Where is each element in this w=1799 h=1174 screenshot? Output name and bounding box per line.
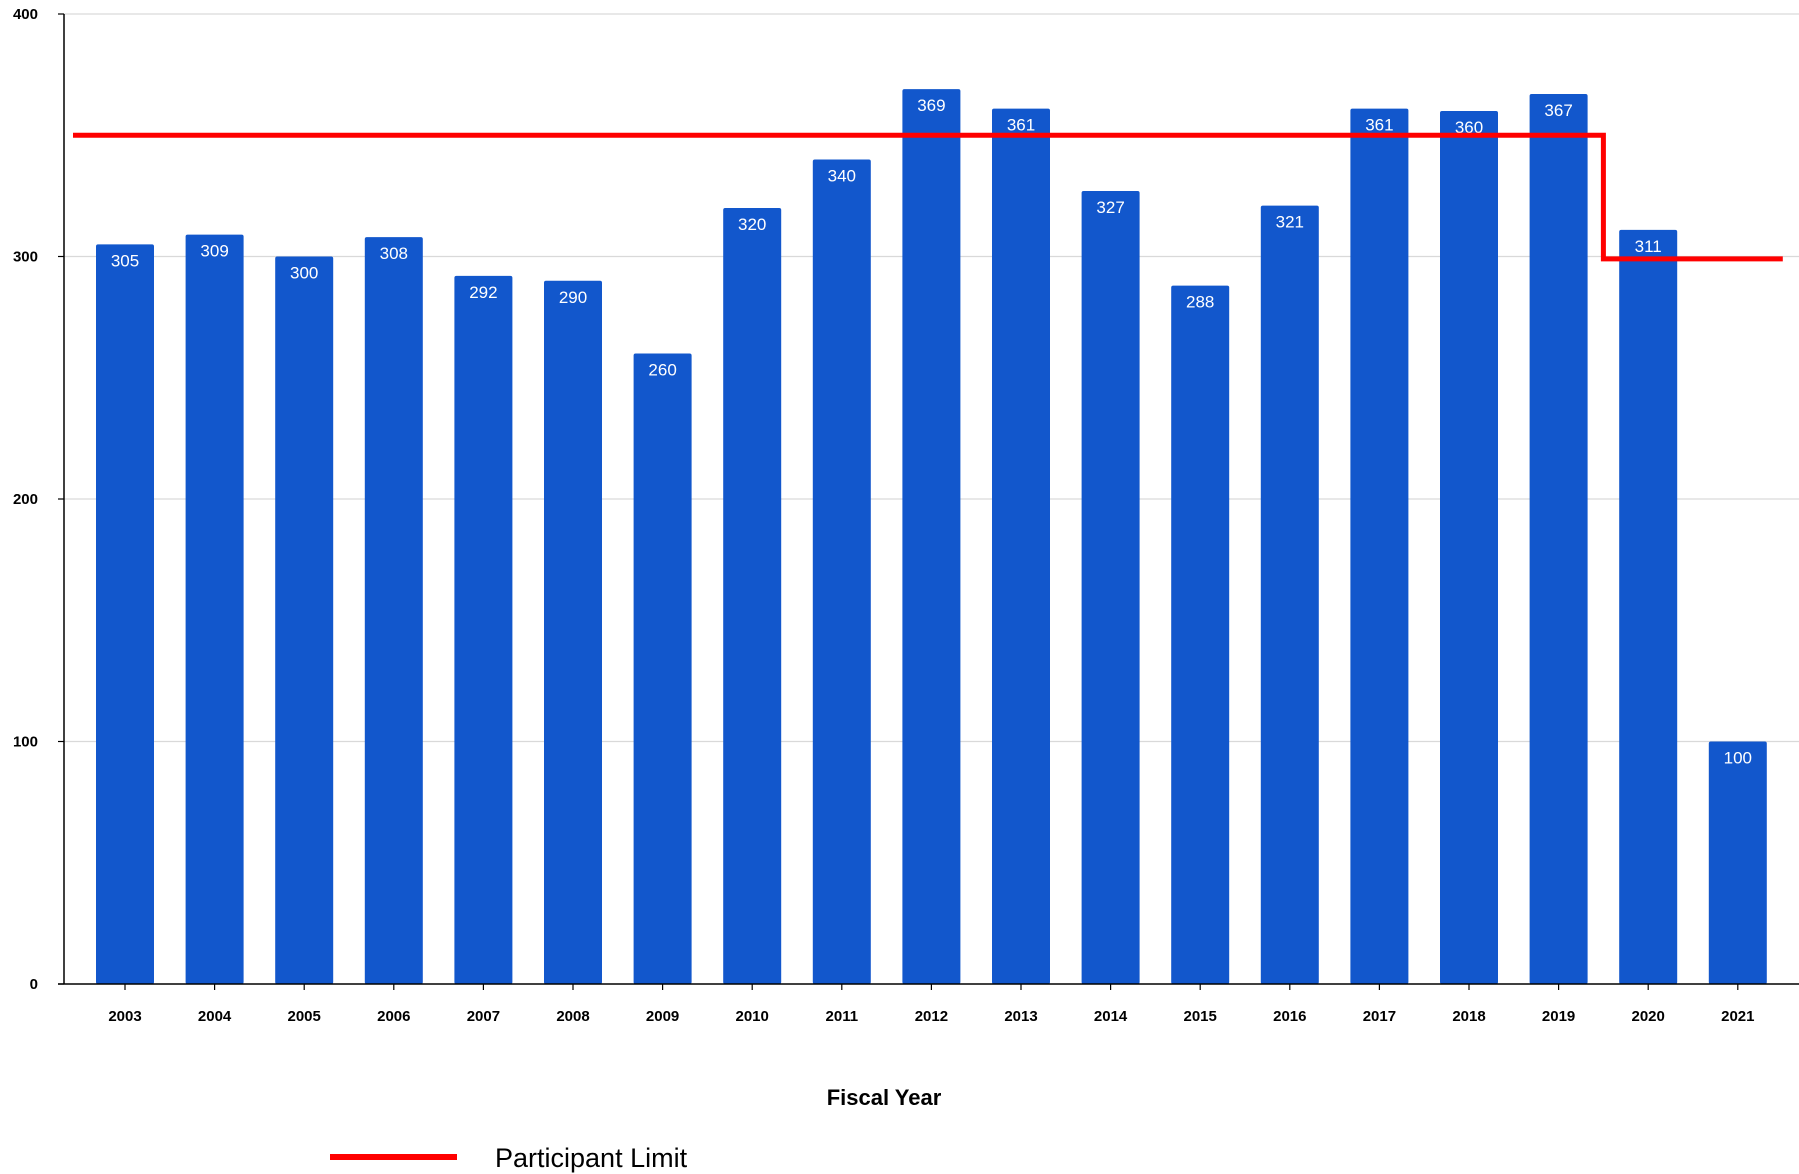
x-tick-label: 2020	[1632, 1008, 1665, 1025]
bar-value-label: 305	[111, 251, 139, 270]
x-tick-label: 2003	[108, 1008, 141, 1025]
bar	[1619, 229, 1678, 984]
bar	[633, 353, 692, 984]
bar	[812, 159, 871, 984]
bar-value-label: 361	[1007, 116, 1035, 135]
x-axis: 2003 2004 2005 2006 2007 2008 2009 2010 2011 2012…	[58, 983, 1799, 1025]
y-tick-label: 100	[13, 734, 38, 751]
x-tick-label: 2004	[198, 1008, 232, 1025]
bar-value-label: 309	[200, 242, 228, 261]
bar-value-label: 290	[559, 288, 587, 307]
y-tick-label: 0	[30, 976, 38, 993]
legend: Participant Limit	[330, 1143, 688, 1173]
bar	[723, 208, 782, 984]
bar	[275, 256, 334, 984]
bar	[1529, 94, 1588, 984]
legend-label-participant-limit: Participant Limit	[495, 1143, 688, 1173]
x-axis-title: Fiscal Year	[827, 1085, 942, 1110]
y-axis: 0 100 200 300 400	[13, 6, 65, 993]
x-tick-label: 2012	[915, 1008, 948, 1025]
bar-value-label: 340	[828, 167, 856, 186]
participant-limit-line	[73, 132, 1783, 262]
bar	[364, 237, 423, 985]
bar-value-label: 292	[469, 283, 497, 302]
bar	[544, 280, 602, 984]
bar	[1171, 285, 1230, 985]
y-tick-label: 400	[13, 6, 38, 23]
bar	[185, 234, 244, 985]
bar-value-label: 320	[738, 215, 766, 234]
bar-value-label: 321	[1276, 213, 1304, 232]
bar-value-label: 361	[1365, 116, 1393, 135]
bar-value-label: 360	[1455, 118, 1483, 137]
bar-value-label: 327	[1096, 198, 1124, 217]
x-tick-label: 2014	[1094, 1008, 1128, 1025]
x-tick-label: 2018	[1452, 1008, 1485, 1025]
x-tick-label: 2009	[646, 1008, 679, 1025]
bar-value-label: 288	[1186, 293, 1214, 312]
bar	[1440, 111, 1498, 984]
bar	[96, 244, 154, 984]
x-tick-label: 2015	[1184, 1008, 1217, 1025]
x-tick-label: 2005	[288, 1008, 321, 1025]
bar	[1350, 108, 1409, 984]
bar-value-label: 100	[1724, 749, 1752, 768]
bars: 305 309 300 308 292 290 260 320 340 369 361 327 288 3…	[96, 89, 1767, 985]
bar	[1708, 741, 1767, 984]
bar	[992, 108, 1050, 984]
x-tick-label: 2006	[377, 1008, 410, 1025]
y-tick-label: 300	[13, 249, 38, 266]
x-tick-label: 2010	[736, 1008, 769, 1025]
x-tick-label: 2019	[1542, 1008, 1575, 1025]
bar	[1081, 191, 1140, 984]
bar	[454, 275, 513, 984]
bar-value-label: 300	[290, 264, 318, 283]
x-tick-label: 2021	[1721, 1008, 1754, 1025]
y-tick-label: 200	[13, 491, 38, 508]
participant-limit-polyline	[73, 132, 1783, 262]
x-tick-label: 2011	[826, 1008, 859, 1025]
x-tick-label: 2016	[1273, 1008, 1306, 1025]
bar	[902, 89, 961, 985]
bar-value-label: 311	[1635, 237, 1662, 256]
bar-value-label: 260	[648, 361, 676, 380]
x-tick-label: 2007	[467, 1008, 500, 1025]
bar-value-label: 369	[917, 96, 945, 115]
x-tick-label: 2008	[556, 1008, 589, 1025]
x-tick-label: 2013	[1004, 1008, 1037, 1025]
bar-value-label: 308	[380, 244, 408, 263]
bar	[1260, 205, 1319, 984]
x-tick-label: 2017	[1363, 1008, 1396, 1025]
bar-value-label: 367	[1544, 101, 1572, 120]
